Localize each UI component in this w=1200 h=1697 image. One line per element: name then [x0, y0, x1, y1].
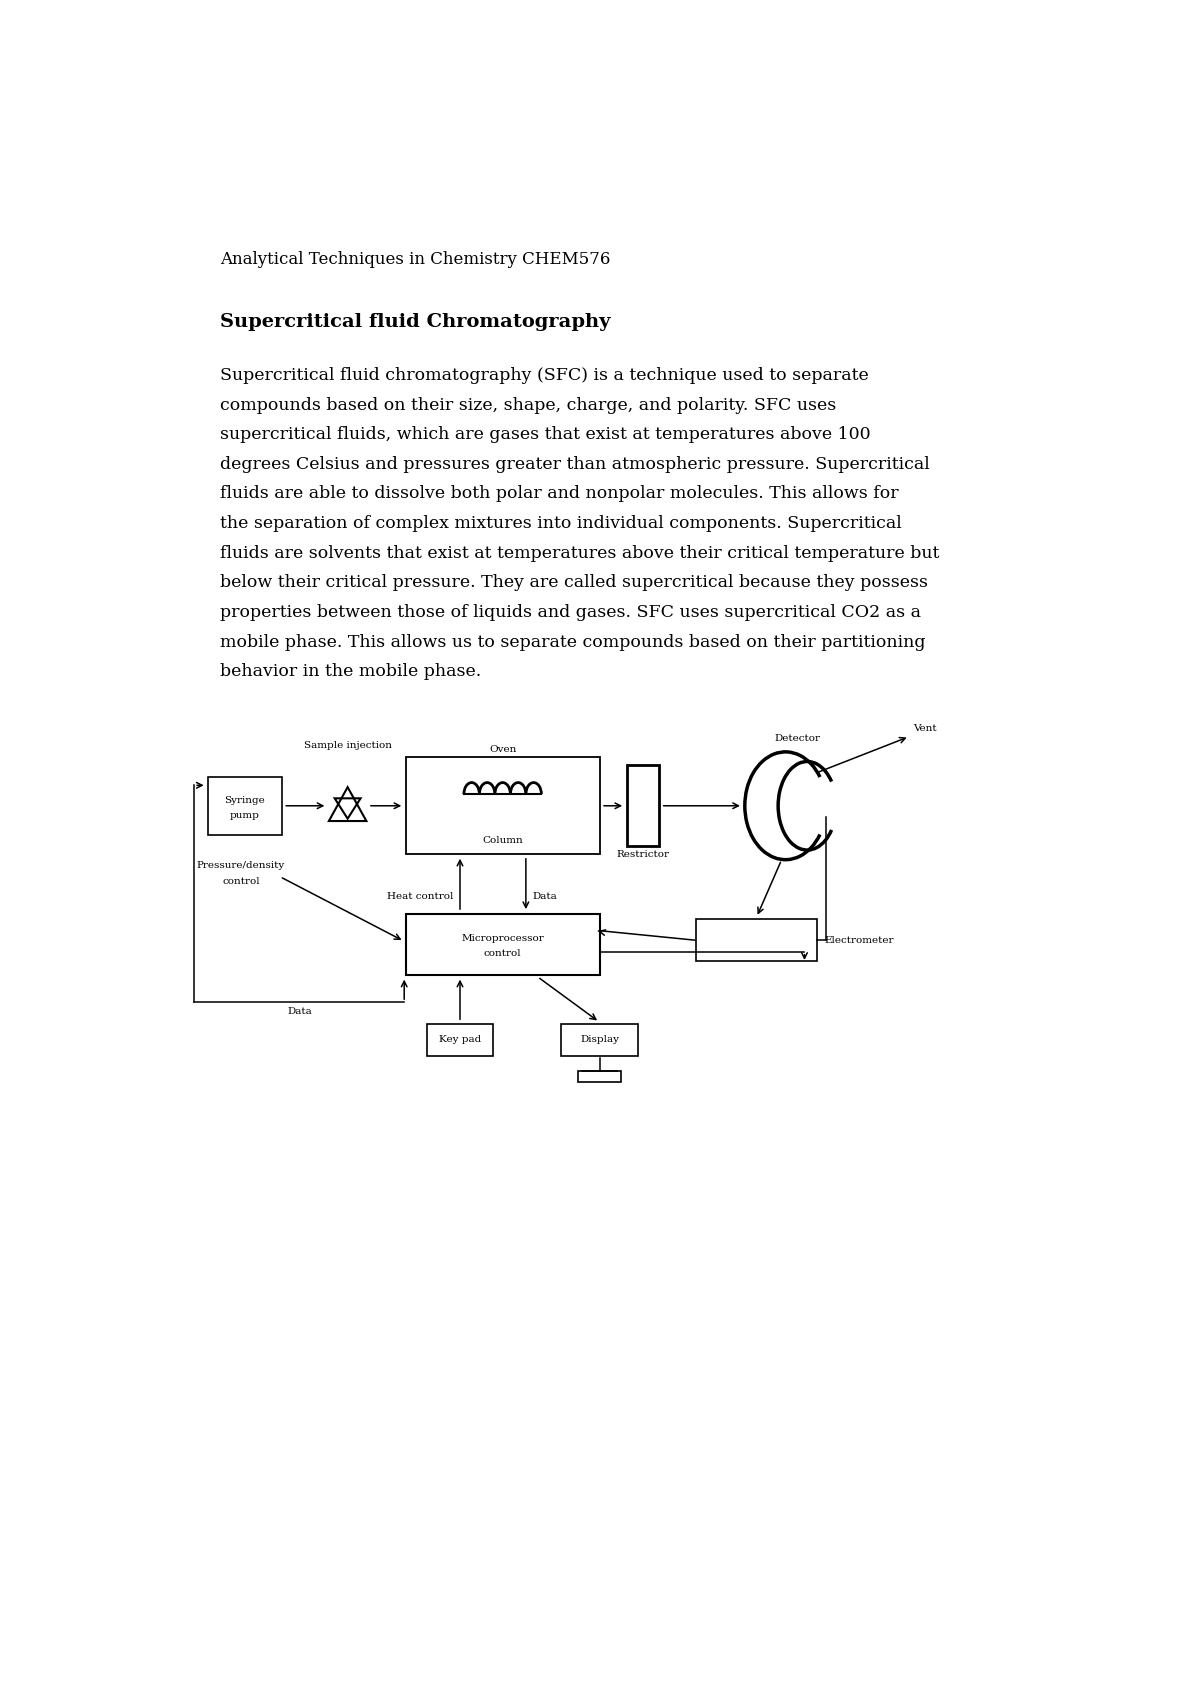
Text: Electrometer: Electrometer	[824, 935, 894, 945]
Text: Sample injection: Sample injection	[304, 742, 391, 750]
Text: fluids are solvents that exist at temperatures above their critical temperature : fluids are solvents that exist at temper…	[220, 545, 940, 562]
Text: Pressure/density: Pressure/density	[197, 860, 286, 871]
Text: degrees Celsius and pressures greater than atmospheric pressure. Supercritical: degrees Celsius and pressures greater th…	[220, 456, 930, 473]
Bar	[626, 765, 659, 847]
Text: the separation of complex mixtures into individual components. Supercritical: the separation of complex mixtures into …	[220, 516, 901, 533]
Text: control: control	[484, 949, 522, 959]
Text: Data: Data	[288, 1006, 312, 1017]
Text: Heat control: Heat control	[388, 893, 454, 901]
Bar	[427, 1023, 493, 1056]
Bar	[208, 777, 282, 835]
Text: Analytical Techniques in Chemistry CHEM576: Analytical Techniques in Chemistry CHEM5…	[220, 251, 610, 268]
Text: compounds based on their size, shape, charge, and polarity. SFC uses: compounds based on their size, shape, ch…	[220, 397, 836, 414]
Text: fluids are able to dissolve both polar and nonpolar molecules. This allows for: fluids are able to dissolve both polar a…	[220, 485, 899, 502]
Text: Supercritical fluid Chromatography: Supercritical fluid Chromatography	[220, 312, 611, 331]
Text: Key pad: Key pad	[439, 1035, 481, 1044]
Text: properties between those of liquids and gases. SFC uses supercritical CO2 as a: properties between those of liquids and …	[220, 604, 920, 621]
Text: below their critical pressure. They are called supercritical because they posses: below their critical pressure. They are …	[220, 574, 928, 591]
Text: Vent: Vent	[913, 723, 937, 733]
Bar	[406, 757, 600, 854]
Text: Display: Display	[580, 1035, 619, 1044]
Text: behavior in the mobile phase.: behavior in the mobile phase.	[220, 664, 481, 680]
Text: Syringe: Syringe	[224, 796, 265, 804]
Text: Microprocessor: Microprocessor	[461, 933, 544, 944]
Bar	[560, 1023, 638, 1056]
Text: Detector: Detector	[774, 733, 820, 743]
Bar	[406, 913, 600, 976]
Text: supercritical fluids, which are gases that exist at temperatures above 100: supercritical fluids, which are gases th…	[220, 426, 870, 443]
Text: mobile phase. This allows us to separate compounds based on their partitioning: mobile phase. This allows us to separate…	[220, 633, 925, 650]
Text: pump: pump	[230, 811, 260, 820]
Text: control: control	[222, 877, 260, 886]
Text: Restrictor: Restrictor	[617, 850, 670, 859]
Text: Column: Column	[482, 837, 523, 845]
Text: Data: Data	[532, 893, 557, 901]
Bar	[696, 920, 816, 961]
Text: Oven: Oven	[488, 745, 516, 753]
Text: Supercritical fluid chromatography (SFC) is a technique used to separate: Supercritical fluid chromatography (SFC)…	[220, 367, 869, 384]
Bar	[578, 1071, 622, 1083]
